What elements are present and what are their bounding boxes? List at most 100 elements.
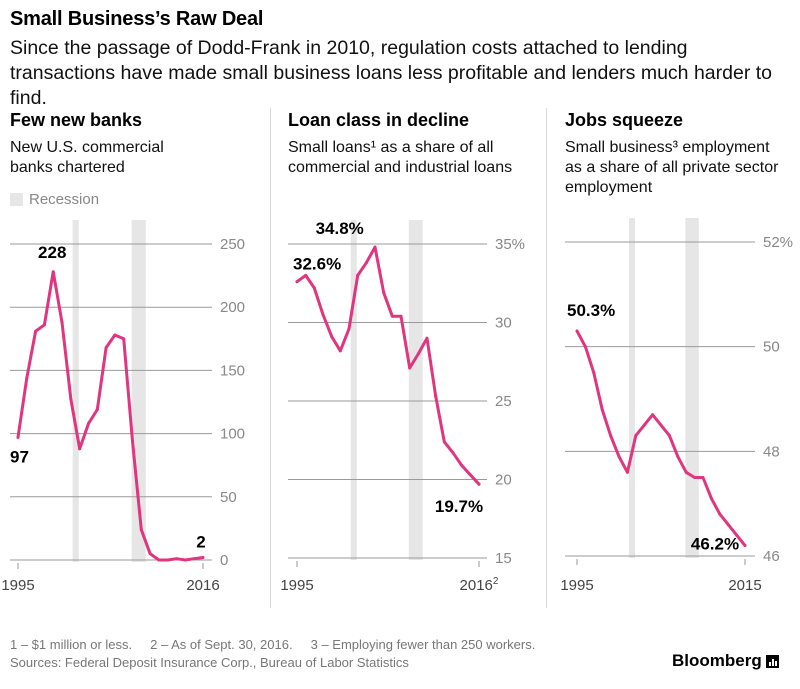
data-point [78, 447, 82, 451]
recession-band-1 [350, 220, 357, 560]
data-point [390, 314, 394, 318]
data-point [477, 482, 481, 486]
x-tick-label: 1995 [560, 577, 593, 594]
brand-name: Bloomberg [672, 651, 762, 670]
chart-1: 250 200 150 100 50 0 1995 2016 97 228 2 [1, 220, 245, 594]
x-tick-label: 1995 [280, 577, 313, 594]
data-label: 34.8% [316, 219, 364, 238]
data-label: 32.6% [293, 255, 341, 274]
data-point [131, 439, 135, 443]
data-point [312, 286, 316, 290]
y-tick-label: 15 [495, 550, 512, 567]
y-tick-label: 52% [763, 234, 793, 251]
data-point [468, 473, 472, 477]
data-point [175, 557, 179, 561]
y-tick-label: 0 [220, 552, 228, 569]
data-point [709, 496, 713, 500]
data-point [364, 261, 368, 265]
data-point [295, 280, 299, 284]
data-point [667, 434, 671, 438]
panel-2-subtitle: Small loans¹ as a share of all commercia… [288, 139, 513, 176]
data-point [600, 407, 604, 411]
data-point [321, 313, 325, 317]
chart-3: 52% 50 48 46 1995 2015 50.3% 46.2% [560, 218, 793, 594]
chart-title: Small Business’s Raw Deal [10, 8, 264, 30]
panel-3-subtitle: Small business³ employment as a share of… [565, 139, 779, 196]
recession-legend-label: Recession [29, 191, 100, 208]
data-point [86, 421, 90, 425]
data-point [583, 345, 587, 349]
data-point [25, 376, 29, 380]
data-point [192, 557, 196, 561]
data-point [442, 440, 446, 444]
data-point [416, 352, 420, 356]
chart-subtitle: Since the passage of Dodd-Frank in 2010,… [10, 37, 772, 109]
data-point [60, 320, 64, 324]
data-point [166, 558, 170, 562]
data-point [743, 544, 747, 548]
data-label: 2 [196, 532, 205, 551]
data-label: 46.2% [691, 535, 739, 554]
data-point [625, 470, 629, 474]
data-point [735, 533, 739, 537]
data-point [139, 528, 143, 532]
recession-band-1 [629, 218, 635, 558]
recession-legend: Recession [10, 191, 99, 208]
data-label: 19.7% [435, 497, 483, 516]
footnote: 1 – $1 million or less. 2 – As of Sept. … [10, 637, 536, 652]
source-note: Sources: Federal Deposit Insurance Corp.… [10, 655, 409, 670]
data-point [95, 408, 99, 412]
x-tick-label: 2015 [728, 577, 761, 594]
data-point [651, 413, 655, 417]
data-point [634, 434, 638, 438]
y-tick-label: 46 [763, 548, 780, 565]
data-point [659, 423, 663, 427]
data-point [347, 327, 351, 331]
data-point [183, 558, 187, 562]
panel-1-subtitle: New U.S. commercial banks chartered [10, 139, 164, 176]
data-point [399, 314, 403, 318]
panel-3-title: Jobs squeeze [565, 110, 684, 130]
data-label: 50.3% [567, 301, 615, 320]
bloomberg-logo: Bloomberg [672, 651, 779, 671]
data-point [338, 349, 342, 353]
data-point [34, 329, 38, 333]
data-point [69, 397, 73, 401]
recession-swatch [10, 193, 23, 206]
chart-2: 35% 30 25 20 15 1995 20162 32.6% 34.8% 19.7% [280, 219, 525, 594]
data-label: 97 [10, 447, 29, 466]
data-point [609, 434, 613, 438]
panel-1-title: Few new banks [10, 110, 143, 130]
y-tick-label: 50 [220, 489, 237, 506]
data-point [16, 435, 20, 439]
data-point [726, 523, 730, 527]
y-tick-label: 35% [495, 236, 525, 253]
data-point [425, 336, 429, 340]
data-point [373, 245, 377, 249]
data-point [148, 552, 152, 556]
data-point [460, 463, 464, 467]
y-tick-label: 250 [220, 236, 245, 253]
recession-band-2 [408, 220, 423, 560]
data-point [617, 455, 621, 459]
data-point [42, 323, 46, 327]
data-point [684, 470, 688, 474]
y-tick-label: 200 [220, 299, 245, 316]
series-line [16, 270, 205, 562]
data-point [356, 273, 360, 277]
data-point [157, 558, 161, 562]
data-label: 228 [38, 243, 66, 262]
data-point [330, 335, 334, 339]
data-point [434, 394, 438, 398]
data-point [676, 455, 680, 459]
x-tick-label: 1995 [1, 577, 34, 594]
data-point [408, 366, 412, 370]
series-line [295, 245, 481, 486]
data-point [113, 333, 117, 337]
data-point [451, 451, 455, 455]
data-point [201, 555, 205, 559]
recession-band-1 [72, 220, 79, 562]
x-tick-label: 2016 [186, 577, 219, 594]
data-point [575, 329, 579, 333]
